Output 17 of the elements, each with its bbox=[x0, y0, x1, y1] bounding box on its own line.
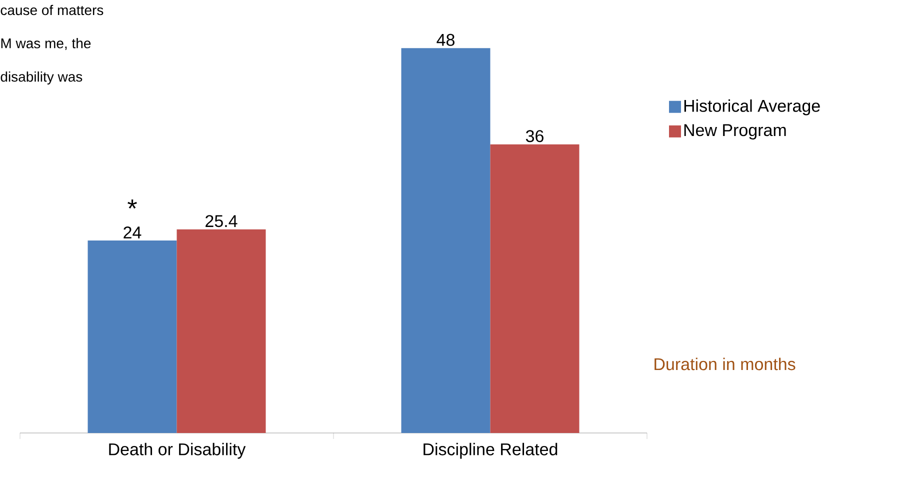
annotation: disability was bbox=[0, 71, 82, 85]
data-label: 48 bbox=[436, 34, 454, 46]
annotation: * bbox=[128, 199, 137, 209]
data-label: 36 bbox=[526, 130, 544, 142]
bar bbox=[490, 144, 580, 433]
text: cause of matters bbox=[0, 4, 104, 16]
annotation: M was me, the bbox=[1, 38, 91, 50]
bar bbox=[88, 240, 177, 433]
x-tick-label: Discipline Related bbox=[424, 442, 558, 459]
data-label: 25.4 bbox=[206, 215, 238, 228]
legend-label: Historical Average bbox=[684, 99, 820, 116]
x-tick-label: Death or Disability bbox=[109, 442, 246, 459]
bar bbox=[401, 48, 490, 433]
data-label: 24 bbox=[124, 226, 142, 238]
bar bbox=[176, 229, 266, 433]
legend-label: New Program bbox=[684, 124, 786, 140]
text: Duration in months bbox=[654, 358, 796, 370]
